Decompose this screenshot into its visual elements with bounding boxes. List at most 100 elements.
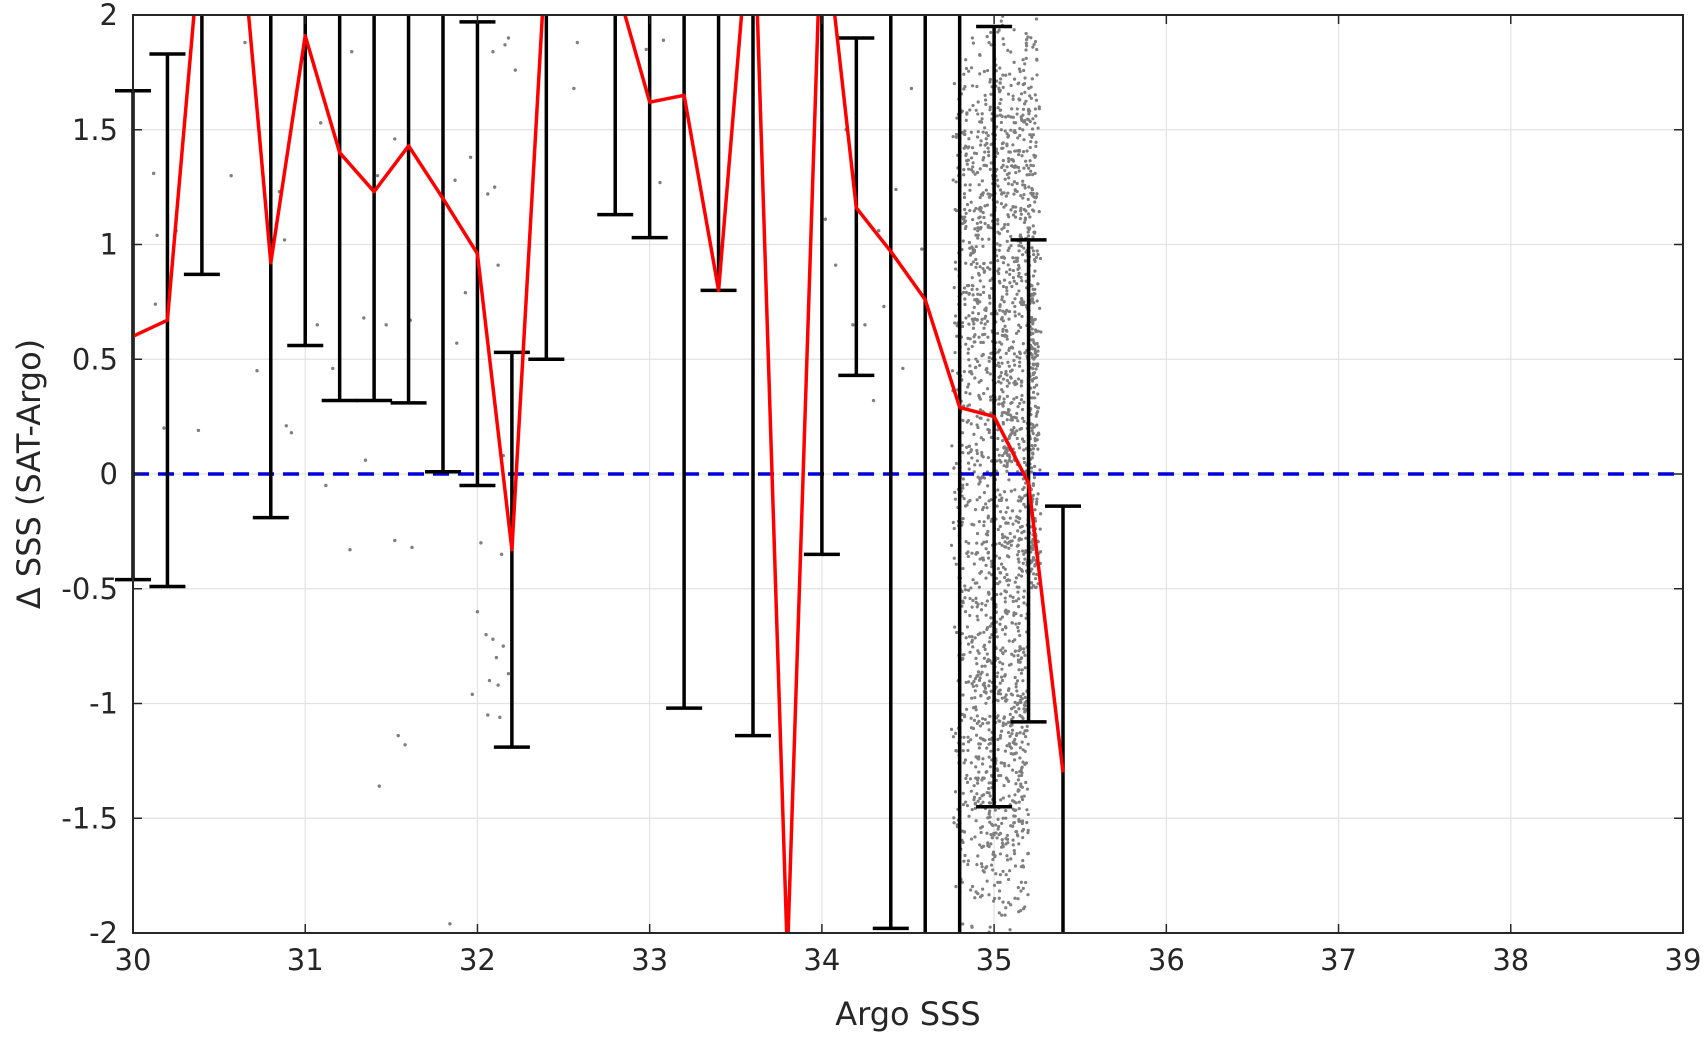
scatter-point	[1027, 173, 1032, 177]
scatter-point	[1032, 476, 1037, 480]
scatter-point	[995, 459, 999, 463]
scatter-point	[1021, 760, 1025, 764]
scatter-point	[975, 792, 979, 796]
scatter-point	[1022, 601, 1026, 605]
scatter-point	[1013, 675, 1017, 680]
scatter-point	[967, 358, 971, 362]
scatter-point	[1003, 312, 1007, 316]
scatter-point	[969, 200, 973, 204]
scatter-point	[1021, 827, 1026, 832]
scatter-point	[954, 749, 958, 753]
scatter-point	[1022, 460, 1027, 465]
scatter-point	[996, 671, 1000, 675]
scatter-point	[986, 816, 990, 820]
scatter-point	[1010, 539, 1014, 543]
scatter-point	[1016, 653, 1020, 658]
scatter-point	[966, 550, 970, 554]
scatter-point	[971, 326, 976, 330]
scatter-point	[967, 137, 971, 141]
scatter-point	[362, 316, 366, 320]
scatter-point	[989, 142, 993, 147]
scatter-point	[976, 891, 980, 896]
scatter-point	[970, 807, 974, 812]
scatter-point	[960, 431, 965, 435]
scatter-point	[1021, 692, 1025, 696]
scatter-point	[1016, 701, 1020, 705]
scatter-point	[1019, 92, 1024, 96]
scatter-point	[1012, 535, 1017, 539]
x-axis-title: Argo SSS	[835, 995, 980, 1033]
scatter-point	[1009, 662, 1013, 666]
scatter-point	[966, 735, 970, 739]
scatter-point	[998, 243, 1002, 247]
scatter-point	[1034, 144, 1038, 148]
scatter-point	[985, 366, 989, 371]
scatter-point	[1031, 367, 1035, 371]
scatter-point	[1020, 797, 1025, 802]
scatter-point	[155, 233, 159, 238]
scatter-point	[1014, 205, 1018, 209]
scatter-point	[998, 308, 1002, 312]
scatter-point	[1009, 208, 1013, 212]
scatter-point	[968, 777, 973, 781]
scatter-point	[988, 267, 992, 271]
scatter-point	[962, 735, 966, 739]
scatter-point	[1032, 318, 1036, 322]
scatter-point	[1029, 139, 1033, 144]
scatter-point	[1014, 599, 1019, 603]
scatter-point	[1025, 820, 1029, 825]
scatter-point	[975, 135, 980, 139]
scatter-point	[1020, 569, 1025, 573]
scatter-point	[988, 279, 992, 283]
scatter-point	[978, 279, 982, 283]
scatter-point	[1013, 310, 1017, 314]
scatter-point	[954, 562, 958, 566]
y-tick-label: 0	[100, 457, 118, 491]
scatter-point	[996, 692, 1000, 696]
scatter-point	[989, 435, 993, 439]
scatter-point	[1034, 367, 1038, 371]
scatter-point	[976, 359, 980, 364]
scatter-point	[976, 130, 980, 134]
scatter-point	[973, 636, 977, 640]
scatter-point	[1010, 707, 1014, 711]
scatter-point	[1026, 230, 1030, 234]
scatter-point	[961, 486, 965, 490]
scatter-point	[1017, 153, 1021, 157]
scatter-point	[1003, 177, 1007, 181]
scatter-point	[1005, 744, 1009, 748]
scatter-point	[1016, 543, 1020, 547]
scatter-point	[985, 652, 989, 656]
scatter-point	[965, 780, 970, 784]
scatter-point	[1013, 896, 1017, 900]
scatter-point	[506, 671, 511, 676]
scatter-point	[976, 854, 980, 858]
scatter-point	[1011, 268, 1015, 273]
scatter-point	[1023, 62, 1027, 66]
scatter-point	[964, 290, 968, 295]
scatter-point	[1034, 376, 1038, 380]
scatter-point	[973, 835, 977, 839]
scatter-point	[1017, 495, 1022, 499]
scatter-point	[1030, 539, 1035, 543]
scatter-point	[975, 448, 979, 453]
scatter-point	[974, 765, 978, 769]
scatter-point	[1006, 877, 1011, 882]
scatter-point	[1031, 347, 1035, 351]
scatter-point	[1017, 649, 1021, 653]
scatter-point	[1031, 390, 1036, 394]
scatter-point	[1008, 928, 1012, 932]
scatter-point	[965, 773, 969, 777]
scatter-point	[963, 85, 967, 89]
scatter-point	[967, 444, 971, 448]
scatter-point	[1006, 609, 1011, 614]
scatter-point	[877, 229, 881, 233]
scatter-point	[981, 757, 985, 761]
scatter-point	[987, 801, 992, 805]
scatter-point	[1030, 318, 1034, 322]
scatter-point	[970, 605, 974, 609]
scatter-point	[1017, 249, 1021, 253]
scatter-point	[996, 106, 1000, 110]
scatter-point	[964, 342, 968, 346]
